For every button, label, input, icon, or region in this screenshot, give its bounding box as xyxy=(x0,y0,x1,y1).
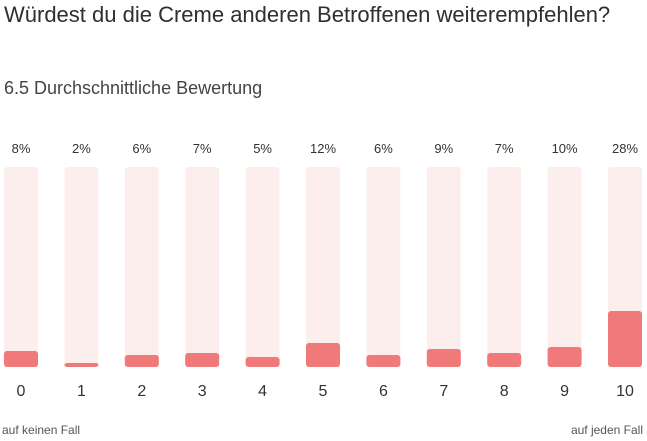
value-label-8: 7% xyxy=(495,141,514,156)
bar-9 xyxy=(547,347,582,367)
value-label-4: 5% xyxy=(253,141,272,156)
category-label-7: 7 xyxy=(439,383,448,400)
category-label-6: 6 xyxy=(379,383,388,400)
bar-2 xyxy=(124,355,159,367)
bar-track-0 xyxy=(4,167,38,367)
category-label-4: 4 xyxy=(258,383,267,400)
bar-1 xyxy=(64,363,99,367)
bar-track-9 xyxy=(547,167,582,367)
category-label-0: 0 xyxy=(17,383,26,400)
value-label-9: 10% xyxy=(552,141,578,156)
value-label-2: 6% xyxy=(132,141,151,156)
bar-4 xyxy=(245,357,280,367)
category-label-3: 3 xyxy=(198,383,207,400)
category-label-10: 10 xyxy=(616,383,634,400)
bar-5 xyxy=(306,343,340,367)
scale-low-label: auf keinen Fall xyxy=(2,423,81,437)
bar-track-5 xyxy=(306,167,340,367)
bar-track-1 xyxy=(64,167,99,367)
bar-6 xyxy=(366,355,401,367)
value-label-0: 8% xyxy=(12,141,31,156)
value-label-7: 9% xyxy=(434,141,453,156)
category-label-8: 8 xyxy=(500,383,509,400)
scale-high-label: auf jeden Fall xyxy=(570,423,643,437)
question-title: Würdest du die Creme anderen Betroffenen… xyxy=(4,2,611,27)
bar-track-8 xyxy=(487,167,522,367)
value-label-6: 6% xyxy=(374,141,393,156)
bar-0 xyxy=(4,351,38,367)
category-label-5: 5 xyxy=(319,383,328,400)
bar-track-6 xyxy=(366,167,401,367)
category-label-1: 1 xyxy=(77,383,86,400)
category-label-9: 9 xyxy=(560,383,569,400)
bar-8 xyxy=(487,353,522,367)
value-label-3: 7% xyxy=(193,141,212,156)
value-label-10: 28% xyxy=(612,141,638,156)
value-label-5: 12% xyxy=(310,141,336,156)
bar-10 xyxy=(608,311,642,367)
value-label-1: 2% xyxy=(72,141,91,156)
bar-3 xyxy=(185,353,220,367)
category-label-2: 2 xyxy=(137,383,146,400)
bar-track-4 xyxy=(245,167,280,367)
average-rating: 6.5 Durchschnittliche Bewertung xyxy=(4,78,263,98)
bar-track-3 xyxy=(185,167,220,367)
bar-track-2 xyxy=(124,167,159,367)
bar-7 xyxy=(426,349,461,367)
bar-track-7 xyxy=(426,167,461,367)
